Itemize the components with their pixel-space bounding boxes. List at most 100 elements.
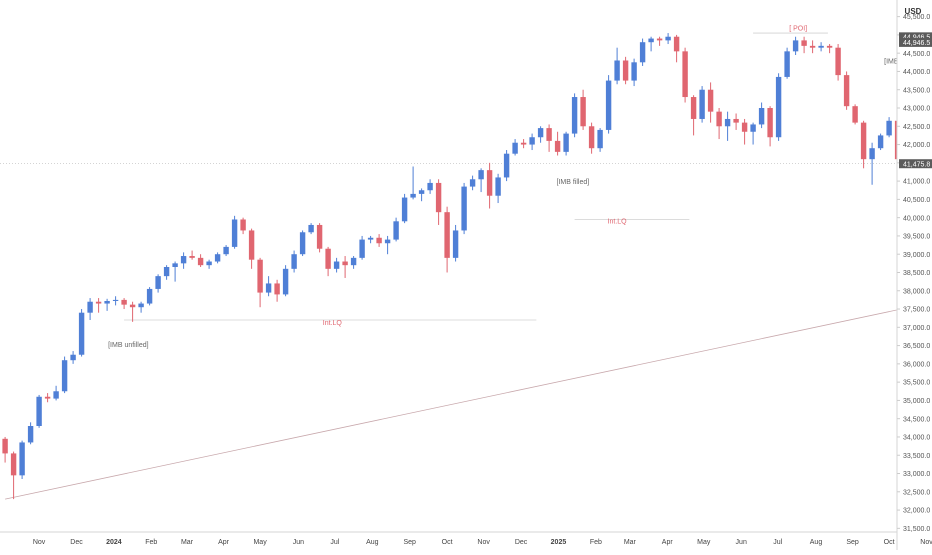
candle[interactable] [104, 298, 110, 311]
candle[interactable] [223, 245, 229, 257]
candle[interactable] [44, 393, 51, 403]
candle[interactable] [699, 86, 705, 123]
candle[interactable] [265, 276, 272, 297]
candle[interactable] [843, 71, 850, 110]
candle[interactable] [792, 36, 799, 55]
candle[interactable] [835, 44, 841, 81]
candle[interactable] [333, 257, 340, 273]
candle[interactable] [325, 246, 331, 277]
candle[interactable] [673, 34, 680, 63]
candle[interactable] [418, 188, 425, 202]
candle[interactable] [155, 274, 161, 293]
candle[interactable] [580, 89, 586, 130]
candle[interactable] [690, 95, 697, 136]
candle[interactable] [138, 301, 144, 313]
candle[interactable] [393, 217, 399, 242]
candle[interactable] [571, 93, 578, 138]
candle[interactable] [172, 261, 178, 282]
candle[interactable] [648, 36, 654, 52]
candle[interactable] [180, 252, 187, 269]
candle[interactable] [435, 179, 442, 225]
candle[interactable] [240, 217, 246, 235]
candle[interactable] [554, 131, 561, 156]
candle[interactable] [512, 139, 518, 156]
candle[interactable] [716, 108, 722, 140]
candle[interactable] [733, 113, 739, 130]
candle[interactable] [469, 175, 476, 191]
candle[interactable] [61, 356, 68, 394]
candle[interactable] [784, 47, 790, 79]
candle[interactable] [427, 179, 433, 194]
candle[interactable] [206, 259, 212, 269]
candle[interactable] [27, 422, 34, 445]
candle[interactable] [10, 451, 17, 500]
candle[interactable] [78, 309, 85, 357]
candle[interactable] [36, 394, 42, 428]
candle[interactable] [707, 82, 714, 123]
candle[interactable] [622, 56, 629, 85]
candle[interactable] [826, 44, 833, 54]
candle[interactable] [588, 122, 595, 154]
candle[interactable] [639, 38, 646, 66]
candle[interactable] [163, 265, 170, 280]
candle[interactable] [461, 182, 467, 235]
candle[interactable] [775, 73, 782, 141]
candle[interactable] [410, 166, 416, 200]
candle[interactable] [452, 224, 459, 262]
candle[interactable] [129, 301, 136, 322]
candle[interactable] [53, 385, 59, 401]
candle[interactable] [818, 42, 824, 52]
candle[interactable] [384, 235, 391, 255]
candle[interactable] [597, 128, 603, 152]
candle[interactable] [146, 287, 153, 306]
candle[interactable] [444, 206, 450, 273]
candle[interactable] [2, 436, 8, 463]
candle[interactable] [299, 230, 306, 257]
candle[interactable] [189, 250, 195, 260]
candle[interactable] [316, 223, 323, 253]
candle[interactable] [248, 228, 255, 269]
candle[interactable] [350, 256, 357, 269]
candle[interactable] [401, 193, 408, 224]
candle[interactable] [750, 122, 756, 145]
candle[interactable] [214, 252, 221, 264]
candle[interactable] [87, 298, 93, 320]
candle[interactable] [274, 279, 280, 302]
candle[interactable] [520, 139, 527, 149]
candle[interactable] [724, 111, 731, 141]
candle[interactable] [767, 106, 773, 147]
candle[interactable] [563, 131, 569, 156]
candle[interactable] [95, 298, 102, 313]
candle[interactable] [682, 47, 688, 103]
candle[interactable] [665, 33, 671, 45]
candle[interactable] [282, 265, 289, 297]
candle[interactable] [197, 254, 204, 267]
candle[interactable] [291, 250, 297, 273]
candle[interactable] [852, 104, 858, 125]
candle[interactable] [809, 40, 816, 54]
candle[interactable] [860, 120, 867, 169]
candle[interactable] [758, 102, 765, 129]
candle[interactable] [342, 256, 348, 278]
candle[interactable] [70, 351, 76, 364]
candle[interactable] [367, 235, 374, 244]
trendline[interactable] [5, 300, 932, 500]
candle[interactable] [537, 126, 544, 143]
candle[interactable] [886, 117, 892, 138]
candle[interactable] [656, 36, 663, 46]
candle[interactable] [614, 47, 620, 85]
candle[interactable] [605, 75, 612, 134]
candle[interactable] [121, 298, 127, 310]
candle[interactable] [546, 124, 552, 152]
candle[interactable] [631, 58, 637, 87]
candle[interactable] [503, 150, 510, 182]
candle[interactable] [486, 162, 493, 209]
candle[interactable] [231, 215, 238, 249]
candle[interactable] [376, 234, 382, 247]
candle[interactable] [869, 142, 875, 185]
candle[interactable] [495, 173, 501, 204]
candle[interactable] [741, 118, 748, 145]
candle[interactable] [529, 133, 535, 151]
